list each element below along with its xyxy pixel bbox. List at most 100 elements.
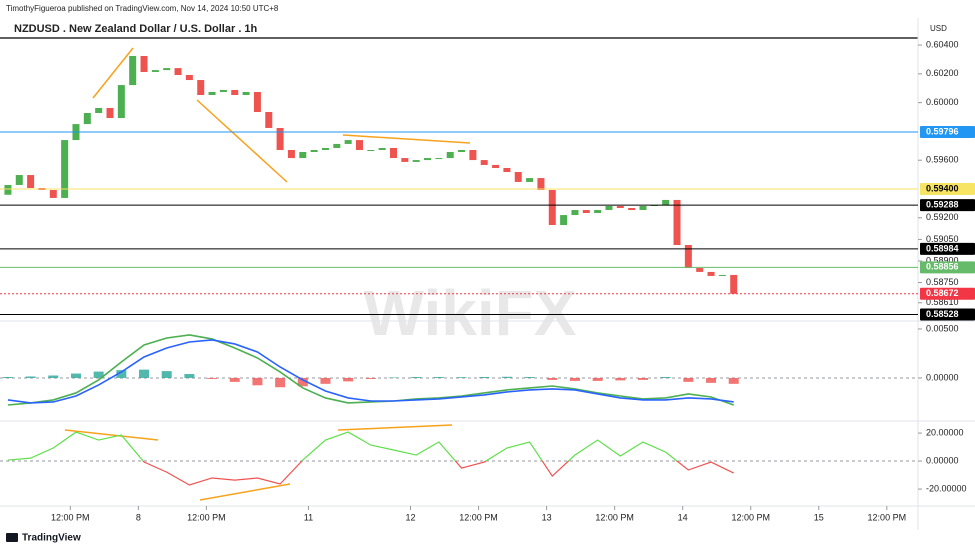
candle [321, 147, 329, 150]
candle [151, 70, 159, 72]
candle [310, 149, 318, 153]
candle [287, 149, 295, 159]
histogram-bar [433, 376, 444, 378]
y-tick-label: 0.00000 [926, 372, 959, 382]
price-level-tag [920, 261, 975, 274]
x-tick-label: 12:00 PM [595, 512, 634, 522]
candle [718, 274, 726, 276]
candle [49, 190, 57, 198]
histogram-bar [184, 374, 195, 378]
publisher: TimothyFigueroa published on TradingView… [6, 4, 279, 13]
histogram-bar [660, 376, 671, 378]
histogram-bar [479, 376, 490, 378]
candle [197, 80, 205, 96]
price-level-tag [920, 308, 975, 321]
candle [208, 91, 216, 96]
indicator-line [7, 339, 734, 404]
price-level-label: 0.58984 [926, 243, 959, 253]
candle [446, 152, 454, 159]
y-tick-label: 0.58900 [926, 255, 959, 265]
indicator-line [7, 334, 734, 406]
histogram-bar [93, 371, 104, 378]
candle [219, 89, 227, 92]
x-tick-label: 12:00 PM [187, 512, 226, 522]
candle [185, 74, 193, 81]
price-level-label: 0.58856 [926, 262, 959, 272]
candle [242, 91, 250, 96]
x-tick-label: 12 [406, 512, 416, 522]
candle [594, 210, 602, 214]
x-tick-label: 12:00 PM [459, 512, 498, 522]
y-tick-label: 0.60200 [926, 68, 959, 78]
candle [276, 127, 284, 150]
candle [480, 160, 488, 165]
candle [355, 140, 363, 150]
candle [265, 111, 273, 128]
y-tick-label: 0.59050 [926, 234, 959, 244]
histogram-bar [297, 377, 308, 387]
histogram-bar [637, 377, 648, 380]
candle [537, 178, 545, 191]
histogram-bar [320, 377, 331, 384]
currency: USD [930, 24, 947, 33]
price-level-label: 0.58528 [926, 309, 959, 319]
candle [163, 68, 171, 71]
x-tick-label: 14 [678, 512, 688, 522]
candle [333, 143, 341, 148]
candle [412, 160, 420, 162]
candle [4, 184, 12, 195]
y-tick-label: 0.00000 [926, 455, 959, 465]
logo [6, 533, 18, 542]
histogram-bar [411, 376, 422, 378]
histogram-bar [2, 376, 13, 378]
candle [696, 268, 704, 272]
trendline [342, 134, 471, 144]
x-tick-label: 11 [304, 512, 313, 522]
histogram-bar [139, 369, 150, 378]
trendline [92, 47, 134, 99]
candle [469, 149, 477, 161]
price-level-label: 0.59796 [926, 126, 959, 136]
candle [730, 274, 738, 294]
oscillator-line [7, 431, 678, 462]
chart-title: NZDUSD . New Zealand Dollar / U.S. Dolla… [14, 23, 258, 35]
candle [424, 158, 432, 161]
candle [299, 152, 307, 159]
y-tick-label: 20.00000 [926, 427, 964, 437]
candle [390, 147, 398, 159]
candle [582, 210, 590, 214]
y-tick-label: 0.60400 [926, 39, 959, 49]
candle [526, 178, 534, 182]
y-tick-label: 0.60000 [926, 97, 959, 107]
candle [140, 55, 148, 72]
candle [83, 112, 91, 125]
histogram-bar [456, 377, 467, 378]
trendlines [64, 47, 471, 501]
histogram-bar [252, 377, 263, 386]
histogram-bar [592, 377, 603, 381]
candle [707, 271, 715, 276]
y-tick-label: 0.58750 [926, 277, 959, 287]
candle [435, 158, 443, 160]
price-level-tag [920, 183, 975, 196]
watermark: WikiFX [364, 277, 577, 349]
candle [367, 149, 375, 151]
histogram-bar [25, 376, 36, 378]
histogram-bar [501, 376, 512, 378]
histogram-bar [547, 377, 558, 380]
y-tick-label: 0.59200 [926, 212, 959, 222]
candle [253, 91, 261, 112]
histogram-bar [70, 373, 81, 378]
price-level-tag [920, 287, 975, 300]
candle [401, 158, 409, 162]
histogram-bar [275, 377, 286, 388]
y-tick-label: -20.00000 [926, 483, 967, 493]
candle [61, 140, 69, 198]
histogram-bar [116, 370, 127, 378]
candle [514, 172, 522, 182]
candle [503, 167, 511, 173]
candle [129, 55, 137, 86]
candle [106, 107, 114, 119]
